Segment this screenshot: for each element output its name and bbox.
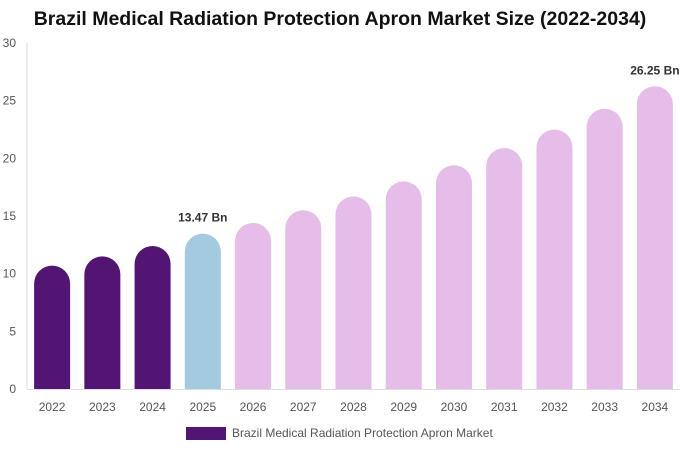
x-tick-label: 2029 <box>390 400 417 414</box>
y-tick-label: 25 <box>3 94 17 108</box>
y-tick-label: 15 <box>3 209 17 223</box>
bar-2027 <box>285 210 322 389</box>
x-tick-label: 2027 <box>290 400 317 414</box>
data-label: 13.47 Bn <box>178 211 227 225</box>
x-tick-label: 2030 <box>441 400 468 414</box>
bar-2026 <box>235 222 272 389</box>
y-tick-label: 20 <box>3 151 17 165</box>
bar-2034 <box>636 86 673 389</box>
legend-swatch <box>186 426 226 440</box>
bar-2024 <box>134 245 171 389</box>
x-tick-label: 2032 <box>541 400 568 414</box>
x-tick-label: 2023 <box>89 400 116 414</box>
y-tick-label: 0 <box>9 382 16 396</box>
bar-2022 <box>34 265 71 389</box>
x-tick-label: 2024 <box>139 400 166 414</box>
y-axis: 0 5 10 15 20 25 30 <box>3 36 28 396</box>
data-label: 26.25 Bn <box>630 63 679 77</box>
x-tick-label: 2033 <box>591 400 618 414</box>
x-tick-label: 2031 <box>491 400 518 414</box>
bar-2031 <box>486 147 523 389</box>
y-tick-label: 5 <box>9 324 16 338</box>
y-tick-label: 10 <box>3 267 17 281</box>
x-tick-label: 2026 <box>240 400 267 414</box>
bar-2029 <box>385 181 422 389</box>
bar-2028 <box>335 196 372 389</box>
legend: Brazil Medical Radiation Protection Apro… <box>186 425 493 441</box>
x-tick-label: 2022 <box>39 400 66 414</box>
x-tick-label: 2034 <box>642 400 669 414</box>
bar-2033 <box>586 108 623 390</box>
bar-2030 <box>435 165 472 389</box>
chart-title: Brazil Medical Radiation Protection Apro… <box>33 8 647 30</box>
x-tick-label: 2028 <box>340 400 367 414</box>
x-tick-label: 2025 <box>189 400 216 414</box>
bars-group <box>34 86 673 390</box>
bar-2025 <box>184 233 221 389</box>
data-labels-group: 13.47 Bn 26.25 Bn <box>178 63 679 224</box>
bar-2023 <box>84 256 121 389</box>
y-tick-label: 30 <box>3 36 17 50</box>
bar-2032 <box>536 129 573 389</box>
x-axis: 2022 2023 2024 2025 2026 2027 2028 2029 2030 2031… <box>27 389 680 414</box>
legend-label: Brazil Medical Radiation Protection Apro… <box>232 426 493 440</box>
